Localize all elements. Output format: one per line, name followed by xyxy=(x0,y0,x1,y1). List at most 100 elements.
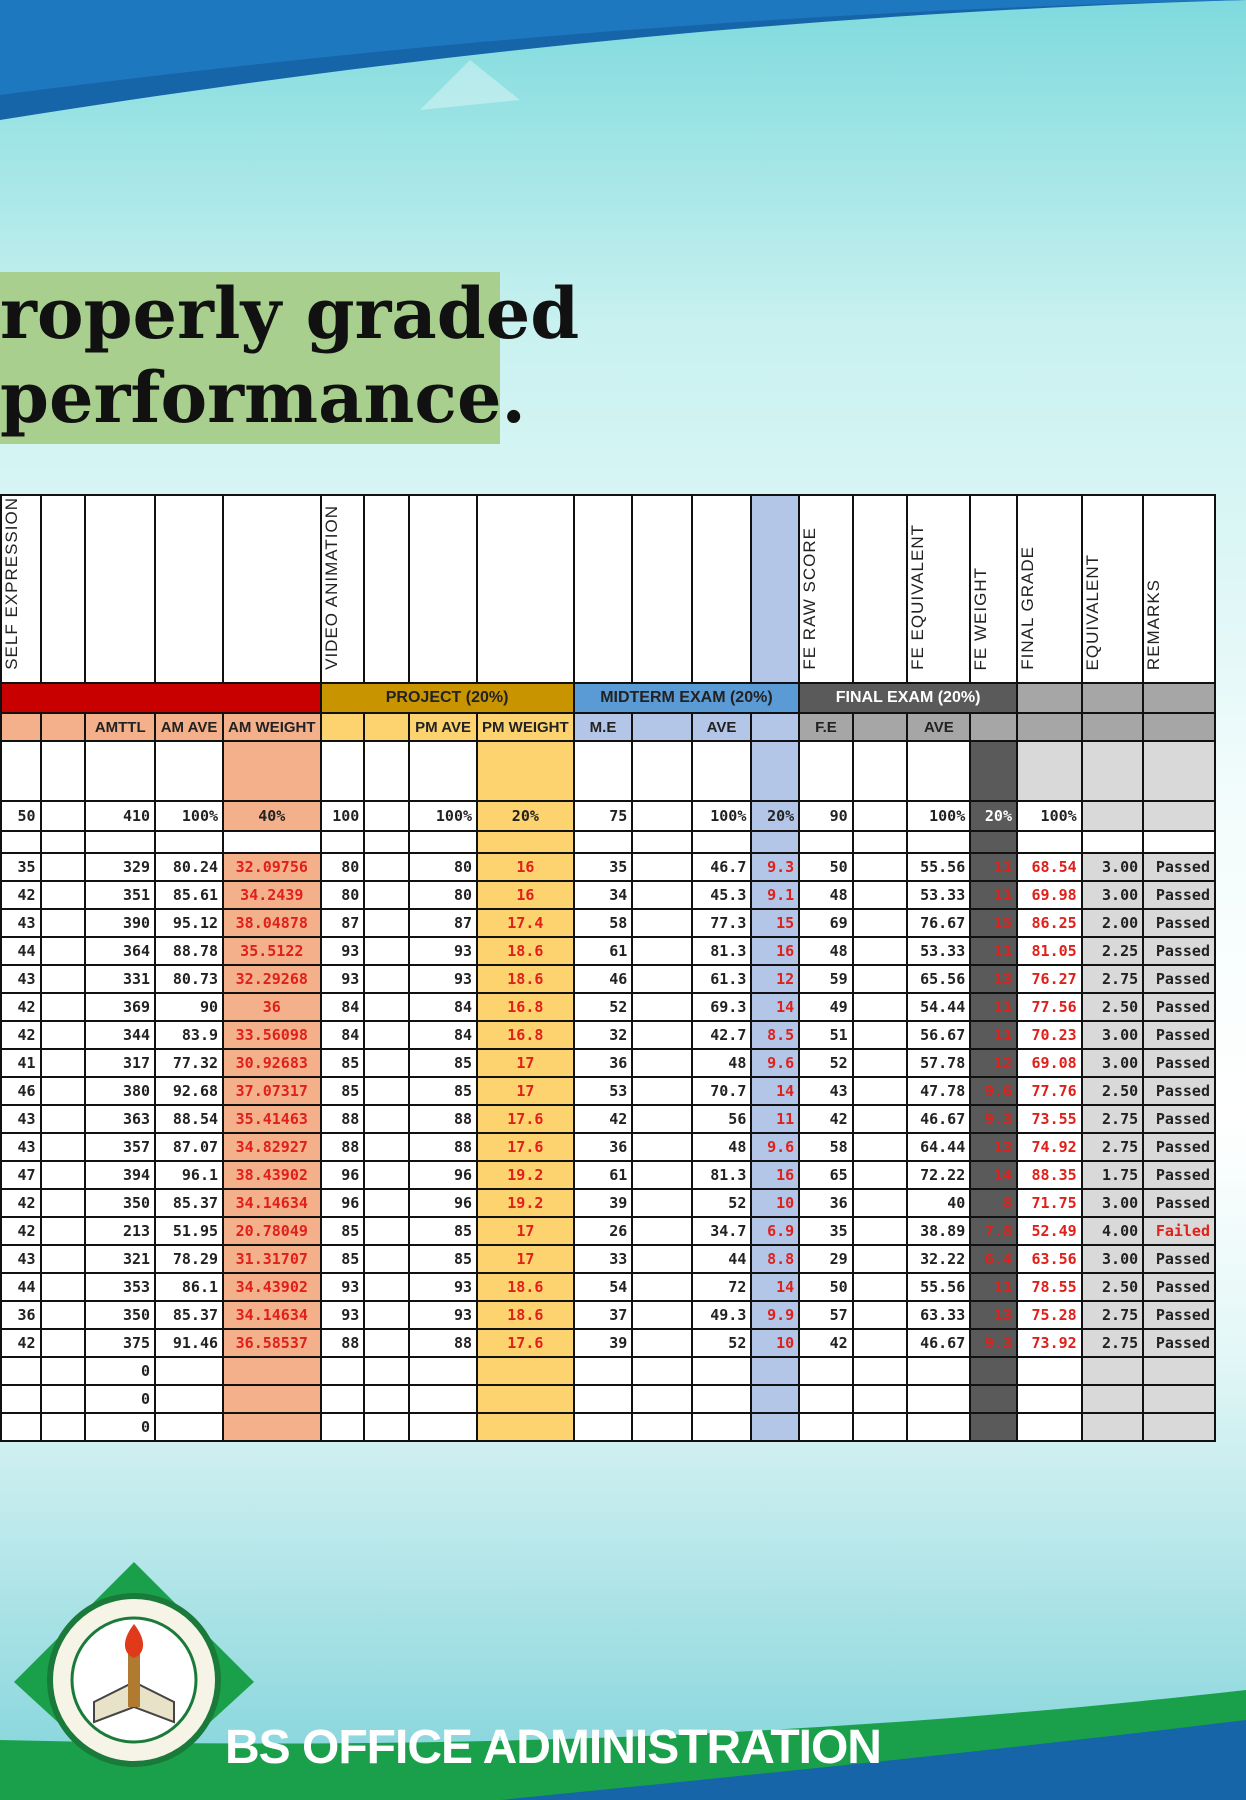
grade-cell: 17.6 xyxy=(476,1132,575,1162)
grade-cell: 11 xyxy=(969,936,1018,966)
student-row: 43 363 88.54 35.41463 88 88 17.6 42 56 11 42 46.67 9… xyxy=(0,1104,1216,1134)
grade-cell: 9.1 xyxy=(750,880,801,910)
grade-cell: 96.1 xyxy=(154,1160,225,1190)
grade-cell: 53 xyxy=(572,1076,634,1106)
grade-cell: 36 xyxy=(0,1300,42,1330)
grade-cell: 46.67 xyxy=(906,1328,972,1358)
grade-cell xyxy=(1016,1384,1083,1414)
grade-cell: 2.50 xyxy=(1080,1076,1145,1106)
grade-cell xyxy=(476,1356,575,1386)
grade-cell xyxy=(39,964,87,994)
student-row: 36 350 85.37 34.14634 93 93 18.6 37 49.3 9.9 57 63.… xyxy=(0,1300,1216,1330)
blank-cell xyxy=(408,740,479,802)
remarks-cell: Passed xyxy=(1142,1076,1216,1106)
grade-cell: 84 xyxy=(408,992,479,1022)
grade-cell: 37 xyxy=(572,1300,634,1330)
group-red-band xyxy=(0,682,322,714)
grade-cell xyxy=(39,1244,87,1274)
grade-cell xyxy=(906,1356,972,1386)
grade-cell: 2.50 xyxy=(1080,992,1145,1022)
grade-cell: 36 xyxy=(222,992,322,1022)
header-label: VIDEO ANIMATION xyxy=(321,505,341,670)
grade-cell xyxy=(222,1384,322,1414)
grade-cell xyxy=(631,880,693,910)
header-cell: FINAL GRADE xyxy=(1016,494,1083,684)
grade-cell xyxy=(572,1384,634,1414)
grade-cell: 93 xyxy=(408,936,479,966)
grade-cell: 390 xyxy=(84,908,157,938)
grade-cell: 42.7 xyxy=(690,1020,753,1050)
max-cell: 20% xyxy=(750,800,801,832)
grade-cell xyxy=(906,1412,972,1442)
grade-cell: 380 xyxy=(84,1076,157,1106)
grade-cell: 93 xyxy=(319,1300,366,1330)
grade-spreadsheet: SELF EXPRESSION VIDEO ANIMATION FE RAW SCO… xyxy=(0,494,1216,1442)
grade-cell: 17 xyxy=(476,1048,575,1078)
sub-header-cell: AMTTL xyxy=(84,712,157,742)
grade-cell: 96 xyxy=(319,1160,366,1190)
sub-header-cell xyxy=(0,712,42,742)
remarks-cell: Passed xyxy=(1142,908,1216,938)
grade-cell: 18.6 xyxy=(476,964,575,994)
grade-cell xyxy=(222,1356,322,1386)
max-cell: 100% xyxy=(906,800,972,832)
grade-cell: 43 xyxy=(798,1076,854,1106)
grade-cell: 26 xyxy=(572,1216,634,1246)
grade-cell: 78.55 xyxy=(1016,1272,1083,1302)
grade-cell: 2.00 xyxy=(1080,908,1145,938)
grade-cell: 76.27 xyxy=(1016,964,1083,994)
grade-cell: 88 xyxy=(319,1132,366,1162)
grade-cell: 93 xyxy=(319,964,366,994)
top-wave-decoration xyxy=(0,0,1246,120)
header-cell: FE WEIGHT xyxy=(969,494,1018,684)
header-cell: REMARKS xyxy=(1142,494,1216,684)
grade-cell xyxy=(408,1412,479,1442)
grade-cell: 86.1 xyxy=(154,1272,225,1302)
spacer-cell xyxy=(750,830,801,854)
grade-cell: 91.46 xyxy=(154,1328,225,1358)
header-cell xyxy=(476,494,575,684)
sub-header-cell: AVE xyxy=(690,712,753,742)
grade-cell: 344 xyxy=(84,1020,157,1050)
grade-cell: 11 xyxy=(750,1104,801,1134)
grade-cell: 4.00 xyxy=(1080,1216,1145,1246)
grade-cell: 73.55 xyxy=(1016,1104,1083,1134)
grade-cell: 45.3 xyxy=(690,880,753,910)
grade-cell xyxy=(363,1412,411,1442)
grade-cell: 32.29268 xyxy=(222,964,322,994)
remarks-cell: Passed xyxy=(1142,1188,1216,1218)
max-cell xyxy=(631,800,693,832)
grade-cell xyxy=(631,1356,693,1386)
grade-cell: 93 xyxy=(408,964,479,994)
grade-cell xyxy=(363,880,411,910)
grade-cell: 9.6 xyxy=(750,1048,801,1078)
grade-cell: 34 xyxy=(572,880,634,910)
grade-cell: 85 xyxy=(408,1216,479,1246)
grade-cell: 18.6 xyxy=(476,936,575,966)
spacer-cell xyxy=(851,830,909,854)
grade-cell: 363 xyxy=(84,1104,157,1134)
grade-cell: 75.28 xyxy=(1016,1300,1083,1330)
grade-cell: 11 xyxy=(969,992,1018,1022)
spacer-cell xyxy=(39,830,87,854)
header-cell xyxy=(39,494,87,684)
header-label: SELF EXPRESSION xyxy=(2,497,21,670)
grade-cell: 88 xyxy=(408,1328,479,1358)
grade-cell: 34.7 xyxy=(690,1216,753,1246)
spacer-cell xyxy=(1080,830,1145,854)
grade-cell: 213 xyxy=(84,1216,157,1246)
grade-cell: 46 xyxy=(0,1076,42,1106)
grade-cell: 85 xyxy=(319,1216,366,1246)
grade-cell xyxy=(851,908,909,938)
remarks-cell: Passed xyxy=(1142,1020,1216,1050)
grade-cell: 47.78 xyxy=(906,1076,972,1106)
grade-cell: 93 xyxy=(408,1272,479,1302)
sub-header-cell: AVE xyxy=(906,712,972,742)
grade-cell: 36 xyxy=(572,1132,634,1162)
grade-cell: 3.00 xyxy=(1080,1244,1145,1274)
grade-cell xyxy=(750,1356,801,1386)
max-cell xyxy=(1142,800,1216,832)
grade-cell: 85 xyxy=(408,1076,479,1106)
grade-cell: 43 xyxy=(0,1244,42,1274)
blank-cell xyxy=(750,740,801,802)
